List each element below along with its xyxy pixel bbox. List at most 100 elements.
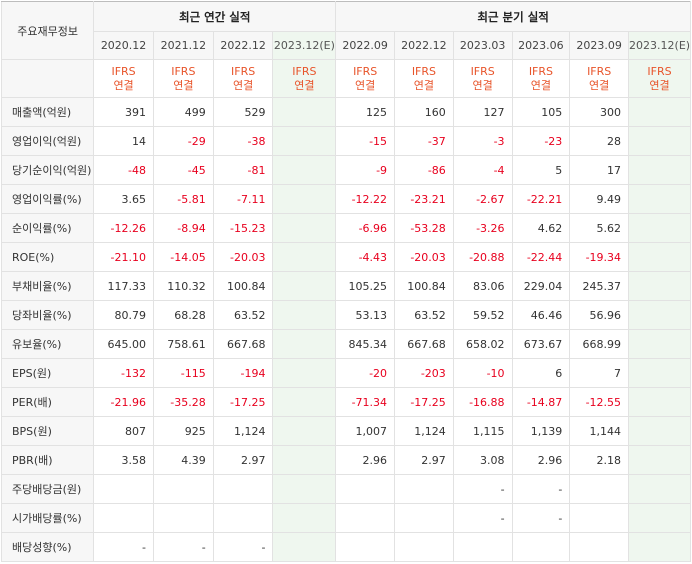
value-cell (152, 503, 214, 533)
value-cell: -86 (394, 155, 454, 185)
value-cell: -132 (93, 358, 154, 388)
value-cell: -12.26 (93, 213, 154, 243)
value-cell: -14.87 (511, 387, 571, 417)
value-cell (272, 184, 337, 214)
table-row: 매출액(억원) 391 499 529 125 160 127 105 300 (0, 97, 691, 127)
period-header: 2021.12 (152, 31, 214, 60)
value-cell: -15.23 (212, 213, 274, 243)
value-cell: 53.13 (335, 300, 396, 330)
value-cell (628, 358, 691, 388)
value-cell: -17.25 (394, 387, 454, 417)
value-cell: -35.28 (152, 387, 214, 417)
row-label: 유보율(%) (0, 329, 95, 359)
value-cell: -23.21 (394, 184, 454, 214)
value-cell: 3.58 (93, 445, 154, 475)
value-cell (335, 532, 396, 562)
value-cell: -53.28 (394, 213, 454, 243)
value-cell (394, 503, 454, 533)
ifrs-basis-cell: IFRS 연결 (335, 59, 396, 98)
value-cell: - (452, 474, 513, 504)
value-cell: -38 (212, 126, 274, 156)
value-cell: -203 (394, 358, 454, 388)
ifrs-basis-cell: IFRS 연결 (511, 59, 571, 98)
value-cell: 68.28 (152, 300, 214, 330)
value-cell (93, 503, 154, 533)
table-row: 유보율(%) 645.00 758.61 667.68 845.34 667.68 658.… (0, 329, 691, 359)
value-cell: -12.22 (335, 184, 396, 214)
value-cell: -29 (152, 126, 214, 156)
value-cell: -115 (152, 358, 214, 388)
value-cell: 1,124 (394, 416, 454, 446)
value-cell: 127 (452, 97, 513, 127)
value-cell: -10 (452, 358, 513, 388)
period-header: 2020.12 (93, 31, 154, 60)
value-cell (272, 445, 337, 475)
table-row: 당기순이익(억원) -48 -45 -81 -9 -86 -4 5 17 (0, 155, 691, 185)
value-cell: 668.99 (569, 329, 630, 359)
header-label: 주요재무정보 (0, 1, 95, 60)
value-cell (511, 532, 571, 562)
value-cell: 758.61 (152, 329, 214, 359)
value-cell: 56.96 (569, 300, 630, 330)
value-cell (628, 474, 691, 504)
ifrs-label: IFRS (411, 64, 437, 78)
value-cell: -81 (212, 155, 274, 185)
value-cell: -7.11 (212, 184, 274, 214)
ifrs-basis-cell: IFRS 연결 (93, 59, 154, 98)
row-label: 매출액(억원) (0, 97, 95, 127)
value-cell: -17.25 (212, 387, 274, 417)
value-cell: -21.10 (93, 242, 154, 272)
ifrs-row-label (0, 59, 95, 98)
value-cell: 5 (511, 155, 571, 185)
value-cell: 160 (394, 97, 454, 127)
value-cell: 2.97 (212, 445, 274, 475)
value-cell (569, 503, 630, 533)
value-cell: -5.81 (152, 184, 214, 214)
value-cell (628, 271, 691, 301)
value-cell (569, 532, 630, 562)
value-cell: -14.05 (152, 242, 214, 272)
value-cell (394, 532, 454, 562)
value-cell (272, 532, 337, 562)
table-row: 시가배당률(%) - - (0, 503, 691, 533)
value-cell: -3 (452, 126, 513, 156)
value-cell: 1,115 (452, 416, 513, 446)
table-row: 당좌비율(%) 80.79 68.28 63.52 53.13 63.52 59.52 46.… (0, 300, 691, 330)
value-cell (272, 358, 337, 388)
value-cell (628, 213, 691, 243)
ifrs-label: IFRS (647, 64, 672, 78)
value-cell (272, 300, 337, 330)
row-label: 순이익률(%) (0, 213, 95, 243)
value-cell: -21.96 (93, 387, 154, 417)
table-row: 순이익률(%) -12.26 -8.94 -15.23 -6.96 -53.28 -3.26… (0, 213, 691, 243)
value-cell: -37 (394, 126, 454, 156)
value-cell: 105 (511, 97, 571, 127)
value-cell: 125 (335, 97, 396, 127)
period-header: 2023.03 (452, 31, 513, 60)
value-cell (272, 242, 337, 272)
value-cell: -3.26 (452, 213, 513, 243)
value-cell: 4.39 (152, 445, 214, 475)
row-label: 영업이익(억원) (0, 126, 95, 156)
period-header: 2023.12(E) (628, 31, 691, 60)
value-cell: -194 (212, 358, 274, 388)
value-cell (628, 300, 691, 330)
value-cell: 2.96 (335, 445, 396, 475)
value-cell (569, 474, 630, 504)
period-header: 2023.09 (569, 31, 630, 60)
table-row: 부채비율(%) 117.33 110.32 100.84 105.25 100.84 83.… (0, 271, 691, 301)
value-cell: - (511, 503, 571, 533)
value-cell: 845.34 (335, 329, 396, 359)
value-cell: - (152, 532, 214, 562)
consolidated-label: 연결 (649, 78, 670, 92)
period-header: 2022.09 (335, 31, 396, 60)
value-cell: 807 (93, 416, 154, 446)
value-cell (212, 503, 274, 533)
value-cell: 63.52 (394, 300, 454, 330)
value-cell: 245.37 (569, 271, 630, 301)
value-cell (272, 155, 337, 185)
value-cell: -22.21 (511, 184, 571, 214)
value-cell: -20.03 (212, 242, 274, 272)
value-cell: -9 (335, 155, 396, 185)
